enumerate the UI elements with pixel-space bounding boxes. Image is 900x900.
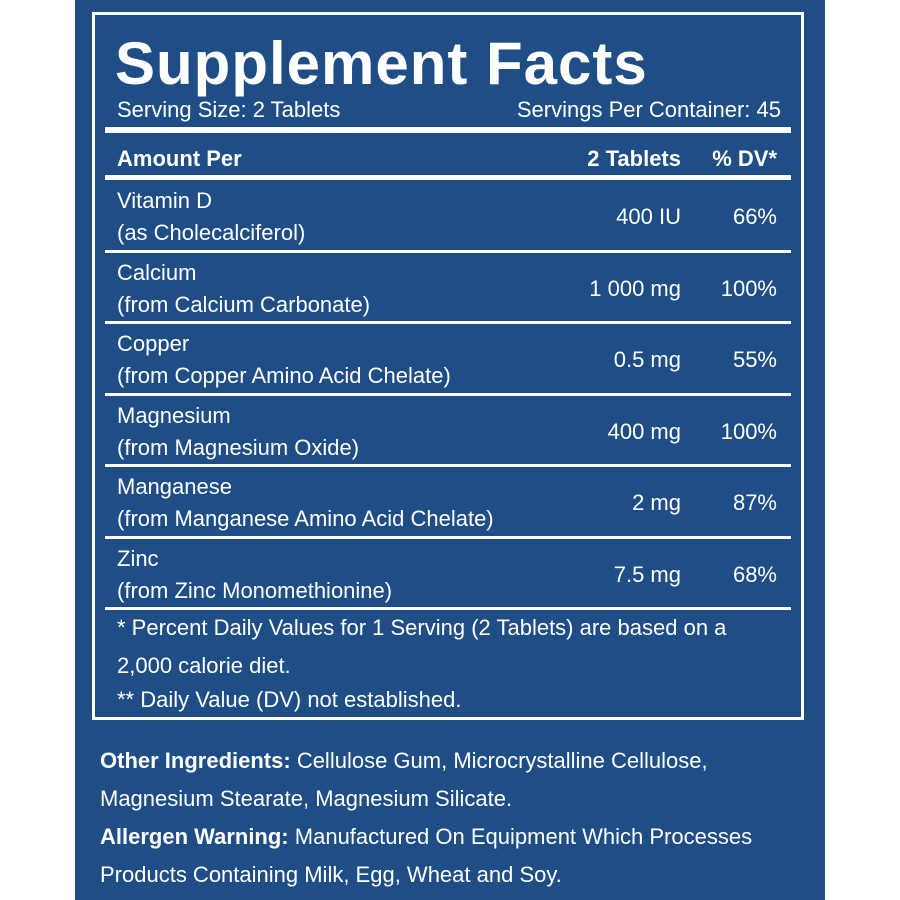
header-cell: % DV*	[712, 146, 777, 171]
header-cell: Amount Per	[117, 146, 242, 171]
amount: 400 IU	[616, 204, 681, 229]
row-rule	[105, 464, 791, 467]
row-rule	[105, 392, 791, 396]
nutrient-name: Calcium	[117, 259, 197, 285]
amount: 2 mg	[632, 490, 681, 515]
rule	[105, 175, 791, 180]
daily-value: 100%	[720, 275, 777, 301]
header-cell: 2 Tablets	[587, 146, 681, 171]
row-rule	[105, 535, 791, 539]
nutrient-source: (from Manganese Amino Acid Chelate)	[117, 506, 494, 531]
serving-size: Serving Size: 2 Tablets	[117, 97, 341, 122]
daily-value: 100%	[720, 418, 777, 444]
daily-value: 55%	[732, 347, 777, 372]
daily-value: 87%	[732, 490, 777, 515]
nutrient-name: Vitamin D	[117, 188, 212, 213]
amount: 1 000 mg	[589, 275, 681, 301]
nutrient-name: Zinc	[117, 545, 159, 571]
daily-value: 68%	[732, 561, 777, 587]
row-rule	[105, 321, 791, 324]
title: Supplement Facts	[115, 30, 648, 97]
row-rule	[105, 607, 791, 610]
nutrient-name: Manganese	[117, 474, 232, 499]
label-panel: Supplement Facts Serving Size: 2 Tablets…	[75, 0, 825, 900]
other-ingredients: Other Ingredients: Cellulose Gum, Microc…	[100, 742, 790, 818]
nutrient-name: Magnesium	[117, 402, 231, 428]
other-ingredients-label: Other Ingredients:	[100, 748, 291, 773]
facts-box: Supplement Facts Serving Size: 2 Tablets…	[92, 12, 804, 720]
amount: 7.5 mg	[613, 561, 681, 587]
nutrient-name: Copper	[117, 331, 190, 356]
footnote: * Percent Daily Values for 1 Serving (2 …	[117, 615, 727, 678]
row-rule	[105, 249, 791, 253]
rule	[105, 127, 791, 133]
amount: 0.5 mg	[613, 347, 681, 372]
allergen-warning-text: Manufactured On Equipment Which Processe…	[100, 824, 753, 887]
footnote: ** Daily Value (DV) not established.	[117, 687, 462, 712]
nutrient-source: (from Copper Amino Acid Chelate)	[117, 363, 451, 388]
allergen-warning-label: Allergen Warning:	[100, 824, 289, 849]
other-ingredients-text: Cellulose Gum, Microcrystalline Cellulos…	[100, 748, 708, 811]
daily-value: 66%	[732, 204, 777, 229]
nutrient-source: (from Magnesium Oxide)	[117, 434, 360, 460]
nutrient-source: (from Zinc Monomethionine)	[117, 577, 393, 603]
amount: 400 mg	[607, 418, 681, 444]
allergen-warning: Allergen Warning: Manufactured On Equipm…	[100, 818, 790, 894]
nutrient-source: (from Calcium Carbonate)	[117, 291, 371, 317]
servings-per-container: Servings Per Container: 45	[516, 97, 781, 122]
nutrient-source: (as Cholecalciferol)	[117, 220, 306, 245]
